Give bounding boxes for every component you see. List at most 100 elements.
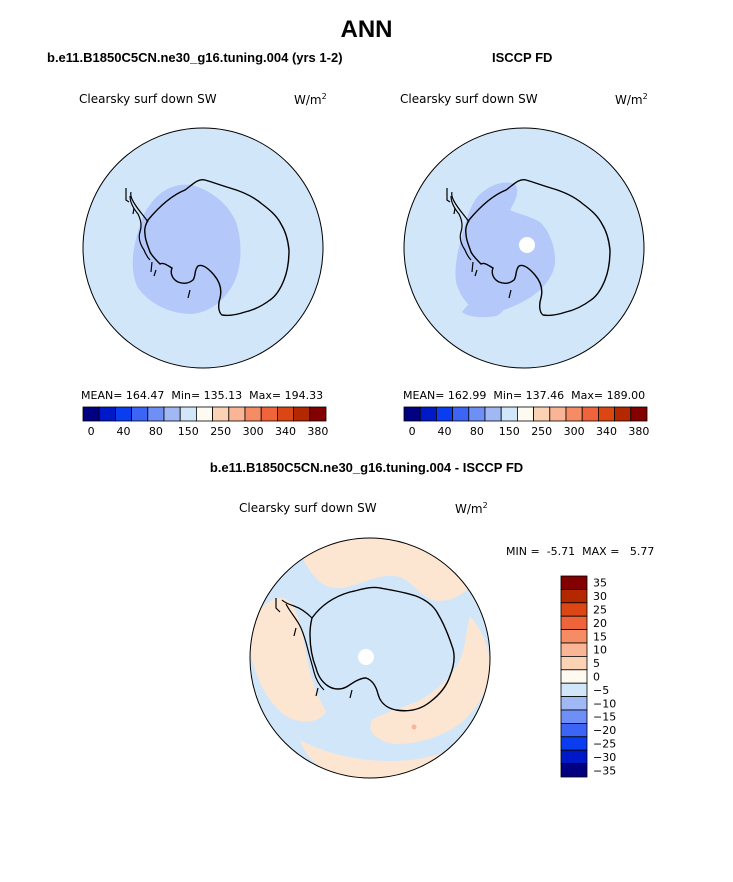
panel2-island-coastline <box>446 188 512 299</box>
panel2-colorbar-box-14 <box>630 406 648 422</box>
panel2-antarctica-coastline <box>465 178 611 317</box>
panel2-pole-hole <box>519 237 535 253</box>
diff-colorbar-tick-label: −20 <box>593 724 616 737</box>
diff-colorbar-box-7 <box>560 669 588 684</box>
panel1-colorbar-box-8 <box>212 406 230 422</box>
panel1-map-border <box>82 127 324 369</box>
diff-map <box>249 537 491 779</box>
panel2-colorbar-tick-label: 0 <box>409 425 416 438</box>
panel2-colorbar-box-6 <box>500 406 518 422</box>
diff-colorbar-box-3 <box>560 615 588 631</box>
diff-antarctica-coastline <box>309 586 455 712</box>
panel1-colorbar-tick-label: 150 <box>178 425 199 438</box>
panel2-colorbar-box-12 <box>598 406 616 422</box>
diff-colorbar-box-14 <box>560 763 588 778</box>
panel1-colorbar-box-11 <box>260 406 278 422</box>
panel2-colorbar-box-9 <box>549 406 567 422</box>
panel2-colorbar-tick-label: 150 <box>499 425 520 438</box>
panel2-variable-label: Clearsky surf down SW <box>400 92 538 106</box>
panel2-colorbar-box-4 <box>468 406 486 422</box>
diff-colorbar-tick-label: −10 <box>593 697 616 710</box>
panel1-antarctica-coastline <box>144 178 290 317</box>
panel2-colorbar-box-7 <box>517 406 535 422</box>
panel1-colorbar-box-2 <box>115 406 133 422</box>
panel2-colorbar-box-0 <box>403 406 421 422</box>
diff-colorbar-tick-label: −30 <box>593 751 616 764</box>
diff-colorbar-box-11 <box>560 723 588 738</box>
panel2-colorbar-tick-label: 250 <box>531 425 552 438</box>
panel2-colorbar-box-2 <box>435 406 453 422</box>
panel1-colorbar-box-13 <box>293 406 311 422</box>
diff-positive-field-west <box>250 598 326 722</box>
panel1-colorbar-box-9 <box>228 406 246 422</box>
panel1-colorbar-tick-label: 300 <box>243 425 264 438</box>
diff-peninsula-coastline <box>281 599 325 691</box>
panel2-colorbar-box-8 <box>533 406 551 422</box>
panel1-colorbar-box-12 <box>276 406 294 422</box>
diff-colorbar-box-2 <box>560 602 588 617</box>
diff-colorbar-tick-label: 10 <box>593 644 607 657</box>
diff-units-label: W/m2 <box>455 501 488 516</box>
panel1-colorbar-box-4 <box>147 406 165 422</box>
panel2-colorbar-box-13 <box>614 406 632 422</box>
panel1-colorbar-tick-label: 340 <box>275 425 296 438</box>
panel2-colorbar-box-3 <box>452 406 470 422</box>
panel2-colorbar-box-5 <box>484 406 502 422</box>
panel2-colorbar-box-11 <box>581 406 599 422</box>
diff-colorbar-tick-label: −35 <box>593 764 616 777</box>
panel1-colorbar: 0 40 80 150 250 300 340 380 <box>82 406 328 438</box>
panel1-colorbar-box-14 <box>309 406 327 422</box>
diff-stats: MIN = -5.71 MAX = 5.77 <box>506 545 655 558</box>
panel2-stats: MEAN= 162.99 Min= 137.46 Max= 189.00 <box>403 389 646 402</box>
diff-colorbar-tick-label: 30 <box>593 590 607 603</box>
panel1-colorbar-box-7 <box>195 406 213 422</box>
diff-positive-field-east <box>370 616 490 744</box>
panel1-colorbar-box-0 <box>82 406 100 422</box>
panel2-colorbar-box-10 <box>565 406 583 422</box>
panel2-map <box>403 127 645 369</box>
diff-colorbar-tick-label: −5 <box>593 684 609 697</box>
diff-variable-label: Clearsky surf down SW <box>239 501 377 515</box>
diff-colorbar-tick-label: −25 <box>593 738 616 751</box>
panel1-colorbar-box-6 <box>179 406 197 422</box>
panel1-island-coastline <box>125 188 191 299</box>
panel1-colorbar-tick-label: 40 <box>117 425 131 438</box>
panel2-colorbar-tick-label: 300 <box>564 425 585 438</box>
diff-colorbar-tick-label: −15 <box>593 711 616 724</box>
panel1-variable-label: Clearsky surf down SW <box>79 92 217 106</box>
panel1-colorbar-box-10 <box>244 406 262 422</box>
panel2-colorbar-box-1 <box>419 406 437 422</box>
diff-colorbar-box-1 <box>560 589 588 604</box>
diff-pole-hole <box>358 649 374 665</box>
diff-colorbar-tick-label: 25 <box>593 604 607 617</box>
diff-colorbar-box-13 <box>560 749 588 765</box>
diff-colorbar-box-5 <box>560 642 588 657</box>
diff-colorbar-box-6 <box>560 656 588 671</box>
diff-colorbar-tick-label: 5 <box>593 657 600 670</box>
panel1-colorbar-box-5 <box>163 406 181 422</box>
diff-colorbar-box-12 <box>560 736 588 751</box>
diff-positive-spot <box>411 724 417 730</box>
panel1-stats: MEAN= 164.47 Min= 135.13 Max= 194.33 <box>81 389 324 402</box>
diff-colorbar-tick-label: 20 <box>593 617 607 630</box>
diff-colorbar-box-0 <box>560 575 588 590</box>
panel1-colorbar-tick-label: 80 <box>149 425 163 438</box>
panel1-colorbar-tick-label: 380 <box>307 425 328 438</box>
diff-case-title: b.e11.B1850C5CN.ne30_g16.tuning.004 - IS… <box>209 460 524 475</box>
panel1-colorbar-box-1 <box>98 406 116 422</box>
panel1-colorbar-tick-label: 0 <box>88 425 95 438</box>
diff-colorbar-tick-label: 0 <box>593 671 600 684</box>
panel1-case-title: b.e11.B1850C5CN.ne30_g16.tuning.004 (yrs… <box>47 50 343 65</box>
panel1-colorbar-box-3 <box>131 406 149 422</box>
diff-colorbar-tick-label: 35 <box>593 577 607 590</box>
panel2-west-antarctica-field <box>455 182 556 313</box>
panel2-map-border <box>403 127 645 369</box>
diff-map-border <box>249 537 491 779</box>
panel2-colorbar-tick-label: 40 <box>438 425 452 438</box>
panel2-colorbar: 0 40 80 150 250 300 340 380 <box>403 406 649 438</box>
panel2-colorbar-tick-label: 80 <box>470 425 484 438</box>
panel1-west-antarctica-field <box>132 184 241 314</box>
panel1-colorbar-tick-label: 250 <box>210 425 231 438</box>
panel1-units-label: W/m2 <box>294 92 327 107</box>
